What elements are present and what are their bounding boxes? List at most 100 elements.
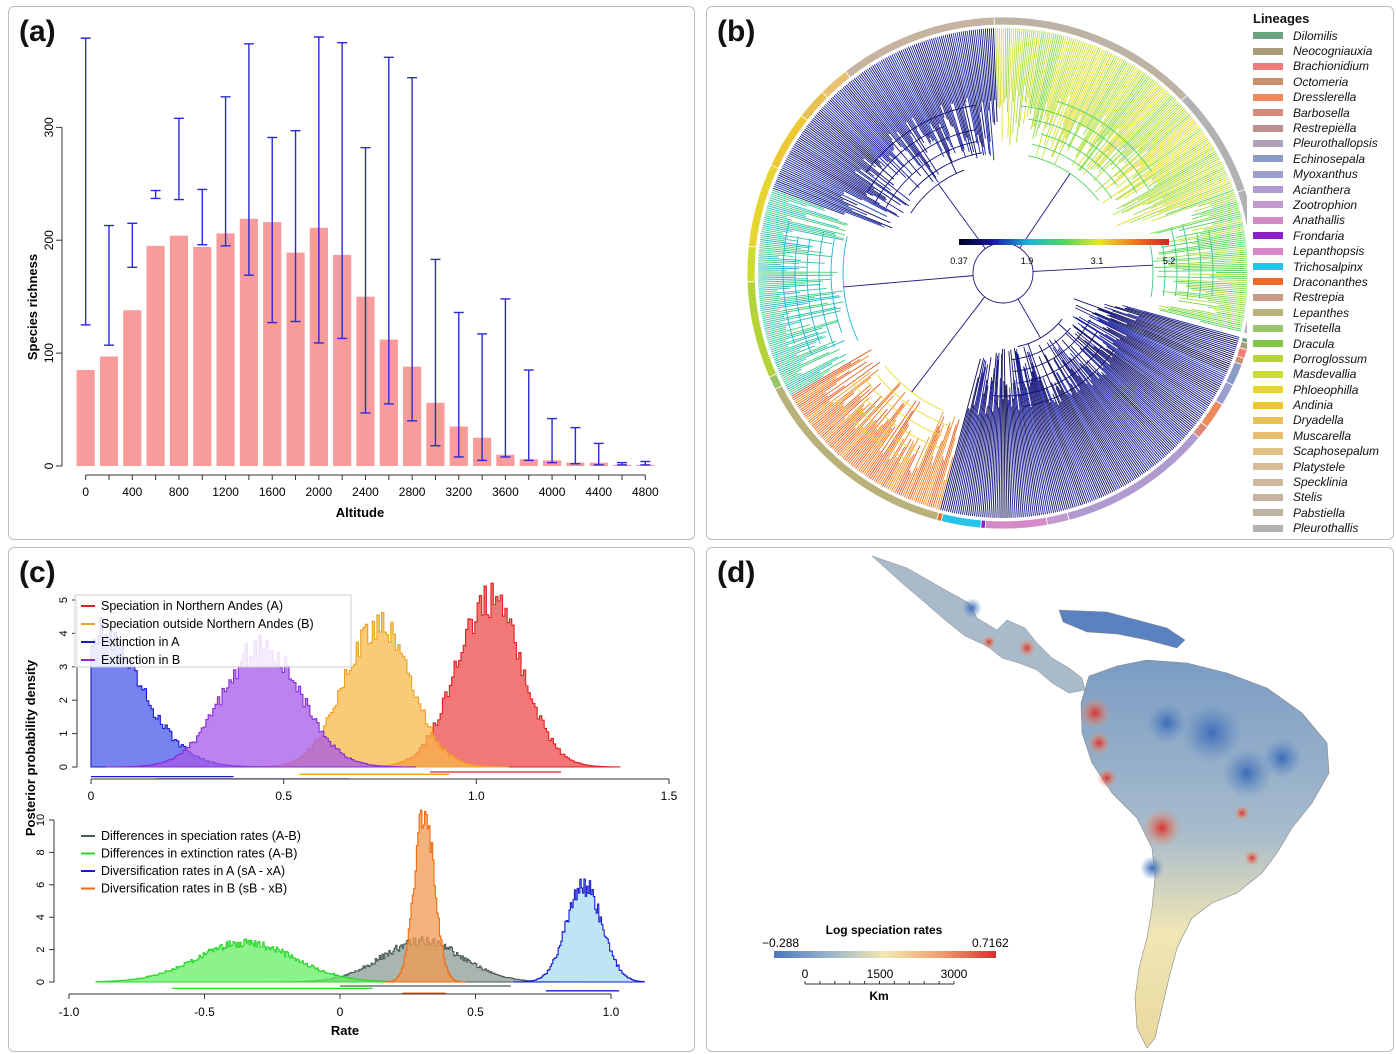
tree-tip-branch	[820, 383, 882, 438]
tree-tip-branch	[789, 152, 880, 205]
legend-swatch	[1253, 293, 1283, 301]
tree-tip-branch	[759, 243, 801, 249]
legend-label: Anathallis	[1293, 213, 1346, 228]
tree-tip-branch	[868, 67, 940, 175]
x-tick-label: 0	[82, 485, 89, 499]
tree-tip-branch	[1186, 284, 1248, 290]
tree-tip-branch	[1046, 342, 1135, 481]
legend-item: Muscarella	[1253, 428, 1393, 443]
tree-tip-branch	[1083, 347, 1183, 440]
tree-tip-branch	[1044, 354, 1116, 492]
tree-tip-branch	[1137, 156, 1219, 201]
map-legend: Log speciation rates −0.288 0.7162 0 1500 300…	[762, 923, 1009, 1003]
tree-tip-branch	[1060, 401, 1105, 497]
tree-tip-branch	[1007, 28, 1013, 139]
tree-tip-branch	[814, 405, 844, 430]
tree-tip-branch	[1085, 59, 1125, 128]
tree-tip-branch	[790, 375, 824, 396]
error-bar	[430, 258, 441, 447]
map-legend-min: −0.288	[762, 936, 799, 950]
tree-tip-branch	[906, 47, 940, 125]
tree-tip-branch	[1069, 392, 1123, 488]
tree-tip-branch	[804, 361, 881, 418]
tree-internal-arc	[990, 345, 1103, 397]
tree-tip-branch	[819, 109, 881, 164]
tree-tip-branch	[1005, 385, 1010, 518]
tree-tip-branch	[795, 377, 837, 404]
scale-tick-label: 3000	[941, 967, 968, 981]
tree-tip-branch	[801, 395, 828, 414]
error-bar	[127, 222, 138, 269]
y-tick-label: 2	[58, 697, 70, 703]
tree-tip-branch	[847, 391, 906, 463]
legend-label: Porroglossum	[1293, 351, 1368, 366]
legend-item: Neocogniauxia	[1253, 43, 1393, 58]
tree-tip-branch	[1120, 105, 1183, 164]
tree-tip-branch	[954, 32, 978, 144]
tree-tip-branch	[1050, 382, 1103, 498]
tree-tip-branch	[1042, 377, 1092, 502]
y-tick-label: 300	[42, 117, 56, 137]
tree-tip-branch	[880, 60, 925, 136]
panel-c-label: (c)	[19, 556, 56, 589]
tree-internal-arc	[885, 140, 979, 208]
tree-tip-branch	[1148, 159, 1221, 199]
tree-tip-branch	[1123, 96, 1174, 149]
tree-tip-branch	[772, 336, 826, 357]
tree-tip-branch	[1038, 356, 1101, 499]
tree-tip-branch	[1057, 385, 1110, 494]
tree-tip-branch	[770, 193, 807, 207]
tree-tip-branch	[1017, 353, 1048, 514]
tree-tip-branch	[800, 362, 873, 413]
tree-tip-branch	[1058, 404, 1099, 499]
tree-stem	[911, 296, 986, 393]
tree-tip-branch	[1086, 360, 1173, 451]
tree-tip-branch	[1112, 119, 1195, 186]
tree-tip-branch	[762, 312, 790, 319]
legend-label: Differences in speciation rates (A-B)	[101, 829, 301, 843]
y-tick-label: 4	[58, 630, 70, 636]
tree-tip-branch	[1106, 348, 1201, 419]
tree-tip-branch	[1115, 339, 1215, 398]
tree-tip-branch	[780, 169, 858, 206]
tree-tip-branch	[1117, 115, 1192, 178]
tree-tip-branch	[809, 122, 911, 202]
tree-tip-branch	[1086, 73, 1146, 156]
tree-tip-branch	[1168, 308, 1243, 326]
x-tick-label: 1.0	[468, 789, 485, 803]
x-tick-label: 2000	[306, 485, 333, 499]
tree-tip-branch	[859, 427, 893, 473]
tree-tip-branch	[1153, 150, 1216, 188]
tree-tip-branch	[841, 88, 895, 150]
tree-tip-branch	[1068, 357, 1155, 467]
tree-tip-branch	[875, 458, 891, 483]
tree-tip-branch	[1003, 348, 1008, 518]
tree-tip-branch	[889, 55, 935, 141]
tree-tip-branch	[952, 33, 968, 99]
tree-tip-branch	[791, 349, 872, 397]
legend-item: Dracula	[1253, 336, 1393, 351]
tree-tip-branch	[771, 191, 825, 212]
tree-tip-branch	[1160, 309, 1242, 330]
tree-tip-branch	[790, 151, 868, 196]
tree-tip-branch	[1013, 347, 1040, 516]
tree-tip-branch	[1069, 376, 1137, 480]
error-bar	[477, 333, 488, 462]
tree-tip-branch	[775, 182, 882, 226]
tree-tip-branch	[1207, 306, 1245, 314]
legend-label: Pleurothallis	[1293, 521, 1359, 536]
tree-tip-branch	[1058, 347, 1150, 470]
tree-tip-branch	[826, 408, 863, 444]
tree-tip-branch	[758, 251, 787, 255]
tree-tip-branch	[842, 87, 894, 147]
tree-tip-branch	[942, 35, 970, 140]
tree-tip-branch	[1015, 349, 1046, 515]
tree-tip-branch	[785, 353, 847, 387]
tree-tip-branch	[1076, 336, 1189, 434]
tree-tip-branch	[922, 426, 951, 505]
tree-tip-branch	[765, 211, 788, 218]
legend-item: Brachionidium	[1253, 59, 1393, 74]
scale-unit-label: Km	[869, 989, 888, 1003]
tree-tip-branch	[856, 75, 924, 165]
tree-tip-branch	[759, 296, 816, 305]
